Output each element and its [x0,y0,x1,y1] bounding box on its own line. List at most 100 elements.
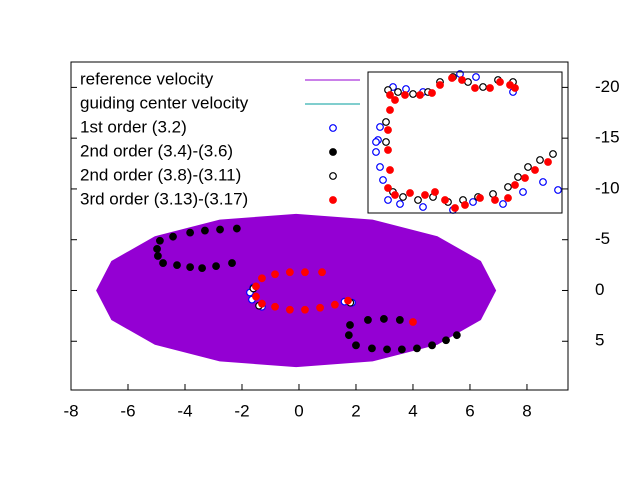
data-point [271,270,279,279]
data-point [431,188,439,196]
data-point [384,146,392,154]
data-point [384,184,392,192]
data-point [344,296,352,305]
data-point [472,73,480,81]
data-point [451,204,459,212]
y-tick-label: -15 [595,128,620,147]
legend-label: guiding center velocity [80,93,249,112]
data-point [511,181,519,189]
data-point [372,148,380,156]
data-point [228,259,236,267]
y-tick-label: -5 [595,229,610,248]
data-point [397,345,406,354]
data-point [539,178,547,186]
data-point [201,226,209,235]
data-point [186,228,195,237]
data-point [301,305,309,314]
data-point [386,166,394,174]
data-point [504,183,512,191]
data-point [396,200,404,208]
data-point [406,189,414,197]
data-point [386,91,394,99]
data-point [386,106,394,114]
data-point [216,225,224,234]
data-point [376,123,384,131]
data-point [419,203,427,211]
data-point [394,88,402,96]
data-point [285,305,294,314]
data-point [258,299,266,308]
data-point [486,84,494,92]
data-point [384,196,392,204]
data-point [549,150,557,158]
data-point [421,191,429,199]
legend-swatch [329,124,337,132]
data-point [536,156,544,164]
data-point [330,300,339,309]
data-point [428,89,436,97]
area-series [96,213,497,368]
data-point [521,174,529,182]
data-point [154,252,162,260]
legend-swatch [329,148,337,156]
x-tick-label: -2 [234,401,249,420]
data-point [409,318,417,326]
plot-frame [70,61,569,391]
data-point [372,138,380,146]
data-point [156,236,164,245]
x-tick-label: 6 [465,401,474,420]
data-point [476,194,484,202]
data-point [458,76,466,84]
data-point [479,83,487,91]
data-point [442,336,450,345]
data-point [364,316,372,324]
legend-label: reference velocity [80,69,214,88]
data-point [169,232,177,241]
data-point [379,176,387,184]
data-point [428,341,436,350]
data-point [504,194,512,202]
data-point [519,188,527,196]
data-point [461,201,469,209]
y-tick-label: -10 [595,178,620,197]
data-point [271,302,279,311]
data-point [524,163,532,171]
y-tick-label: 5 [595,331,604,350]
data-point [258,274,266,283]
data-point [346,321,354,329]
legend-swatch [329,196,337,204]
data-point [554,186,562,194]
data-point [352,341,360,350]
data-point [471,84,479,92]
data-point [395,316,404,324]
x-tick-label: 8 [522,401,531,420]
legend-label: 2nd order (3.8)-(3.11) [80,165,241,184]
data-point [511,84,519,92]
data-point [159,259,167,267]
data-point [252,292,260,301]
legend-label: 1st order (3.2) [80,117,187,136]
data-point [380,315,388,323]
data-point [186,263,195,272]
data-point [285,268,294,277]
data-point [391,191,399,199]
data-point [401,91,409,99]
data-point [448,74,456,82]
data-point [198,264,206,273]
data-point [318,268,326,277]
x-tick-label: -6 [120,401,135,420]
data-point [416,91,424,99]
data-point [499,200,507,208]
data-point [368,344,376,353]
data-point [376,163,384,171]
data-point [232,224,241,233]
inset-background [368,72,562,213]
x-tick-label: 4 [408,401,417,420]
data-point [173,261,181,269]
legend-label: 2nd order (3.4)-(3.6) [80,141,233,160]
data-point [344,331,353,340]
x-tick-label: 2 [351,401,360,420]
data-point [383,345,391,354]
